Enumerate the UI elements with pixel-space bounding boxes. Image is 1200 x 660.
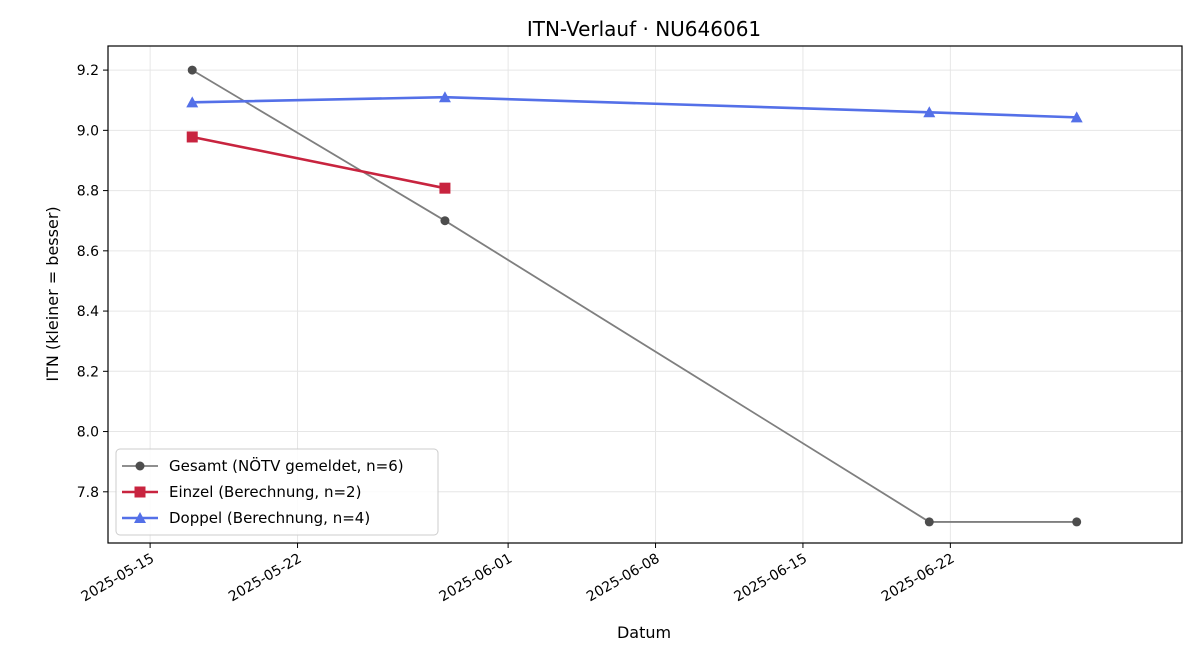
- x-axis: 2025-05-15 2025-05-22 2025-06-01 2025-06-08…: [79, 543, 957, 606]
- x-tick-label: 2025-06-22: [879, 551, 957, 606]
- x-tick-label: 2025-06-01: [437, 551, 515, 606]
- legend-label: Einzel (Berechnung, n=2): [169, 483, 361, 501]
- data-point: [923, 106, 936, 118]
- data-point: [1072, 517, 1082, 527]
- legend: Gesamt (NÖTV gemeldet, n=6) Einzel (Berec…: [115, 448, 439, 536]
- x-tick-label: 2025-06-08: [584, 551, 662, 606]
- legend-label: Doppel (Berechnung, n=4): [169, 509, 370, 527]
- data-point: [186, 131, 198, 143]
- data-point: [1070, 111, 1083, 123]
- series-line: [192, 95, 1077, 119]
- series-circle: [187, 65, 1082, 527]
- series-square: [186, 131, 451, 194]
- y-tick-label: 8.8: [77, 184, 99, 200]
- x-tick-label: 2025-06-15: [731, 551, 809, 606]
- y-tick-label: 8.6: [77, 244, 99, 260]
- chart-title: ITN-Verlauf · NU646061: [527, 17, 761, 41]
- y-tick-label: 8.4: [77, 304, 99, 320]
- series-line: [191, 69, 1077, 523]
- y-tick-label: 9.2: [77, 63, 99, 79]
- x-axis-label: Datum: [617, 623, 671, 642]
- y-tick-label: 8.0: [77, 425, 99, 441]
- grid-lines: [108, 46, 1182, 543]
- x-tick-label: 2025-05-22: [226, 551, 304, 606]
- data-point: [187, 65, 197, 75]
- data-point: [440, 216, 450, 226]
- series-layer: [186, 65, 1083, 527]
- legend-marker: [135, 461, 145, 471]
- data-point: [186, 96, 199, 108]
- y-axis: 7.8 8.0 8.2 8.4 8.6 8.8 9.0 9.2: [77, 63, 108, 501]
- series-triangle: [186, 91, 1083, 123]
- y-tick-label: 9.0: [77, 123, 99, 139]
- y-axis-label: ITN (kleiner = besser): [43, 206, 62, 381]
- y-tick-label: 8.2: [77, 364, 99, 380]
- data-point: [438, 91, 451, 103]
- plot-frame: [107, 45, 1183, 544]
- data-point: [924, 517, 934, 527]
- legend-marker: [134, 486, 146, 498]
- y-tick-label: 7.8: [77, 485, 99, 501]
- legend-marker: [134, 512, 146, 523]
- series-line: [191, 135, 446, 190]
- legend-item: Gesamt (NÖTV gemeldet, n=6): [122, 456, 404, 475]
- x-tick-label: 2025-05-15: [79, 551, 157, 606]
- legend-label: Gesamt (NÖTV gemeldet, n=6): [169, 456, 404, 475]
- legend-box: [115, 448, 439, 536]
- legend-item: Einzel (Berechnung, n=2): [122, 483, 361, 501]
- legend-item: Doppel (Berechnung, n=4): [122, 509, 370, 527]
- data-point: [439, 182, 451, 194]
